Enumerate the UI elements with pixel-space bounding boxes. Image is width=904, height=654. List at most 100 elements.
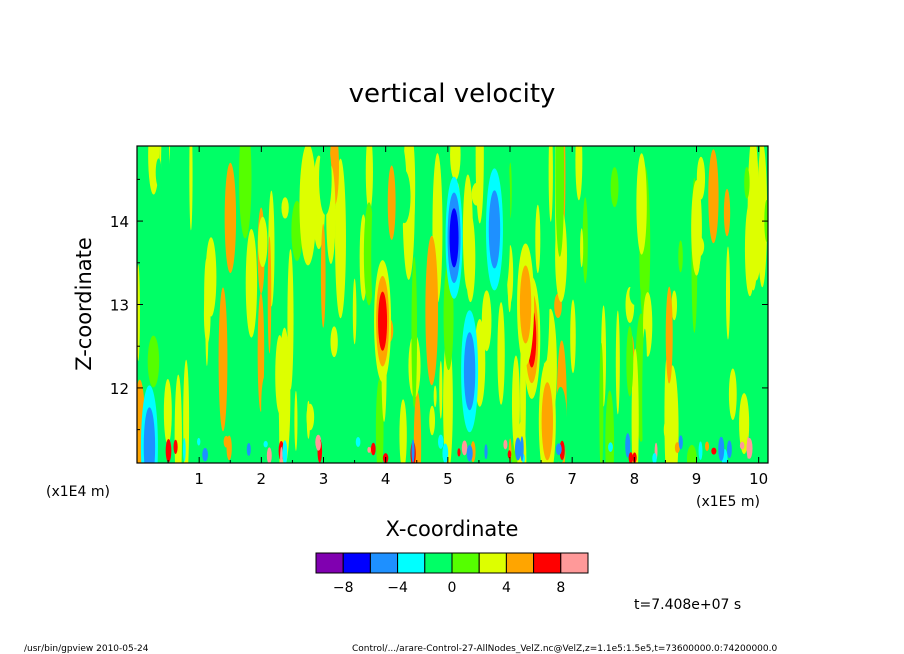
x-tick-label: 1 [194, 470, 204, 488]
field-streak [279, 358, 285, 463]
field-streak [189, 146, 193, 231]
field-streak [267, 236, 272, 354]
field-streak [752, 241, 761, 281]
field-streak [671, 290, 677, 321]
field-streak [759, 146, 765, 236]
field-streak [433, 385, 437, 408]
field-streak [306, 403, 315, 431]
field-streak [529, 148, 534, 204]
field-streak [678, 240, 683, 273]
field-streak [724, 146, 733, 191]
field-streak [629, 282, 641, 306]
colorbar-swatch [560, 552, 589, 574]
field-streak [599, 342, 604, 463]
colorbar: −8 −4 0 4 8 [315, 552, 589, 596]
x-tick-label: 7 [567, 470, 577, 488]
field-streak [320, 223, 326, 328]
field-streak [497, 302, 505, 405]
x-tick-label: 4 [381, 470, 391, 488]
field-streak [319, 146, 332, 215]
field-streak [182, 438, 186, 462]
colorbar-swatch [369, 552, 399, 574]
x-multiplier: (x1E5 m) [696, 494, 760, 510]
field-streak [580, 228, 584, 268]
footer-right: Control/.../arare-Control-27-AllNodes_Ve… [352, 644, 777, 654]
colorbar-swatch [315, 552, 344, 574]
field-streak [165, 438, 172, 463]
field-streak [461, 440, 468, 456]
footer-left: /usr/bin/gpview 2010-05-24 [24, 644, 149, 654]
field-streak [752, 187, 760, 239]
field-feature [449, 208, 459, 268]
field-streak [500, 146, 511, 289]
field-streak [137, 264, 140, 361]
colorbar-swatch [397, 552, 426, 574]
field-streak [330, 326, 338, 358]
field-streak [582, 426, 591, 463]
field-streak [315, 438, 321, 451]
field-streak [555, 146, 565, 257]
field-streak [726, 440, 732, 459]
field-streak [540, 221, 550, 365]
field-streak [652, 452, 657, 463]
x-axis: 1 2 3 4 5 6 7 8 9 10 [167, 146, 768, 488]
field-streak [280, 446, 283, 463]
field-streak [218, 287, 228, 432]
field-streak [245, 228, 258, 338]
field-streak [457, 448, 461, 457]
field-streak [626, 326, 634, 397]
field-streak [148, 146, 160, 195]
colorbar-tick-label: 4 [502, 580, 511, 596]
field-streak [475, 146, 484, 224]
colorbar-tick-label: −8 [333, 580, 354, 596]
x-tick-label: 9 [692, 470, 702, 488]
field-feature [299, 146, 317, 266]
field-streak [387, 165, 396, 240]
field-streak [223, 435, 229, 448]
field-streak [746, 436, 750, 459]
field-streak [723, 188, 731, 237]
colorbar-tick-label: 0 [448, 580, 457, 596]
field-streak [425, 235, 439, 386]
field-streak [147, 335, 160, 388]
y-multiplier: (x1E4 m) [46, 484, 110, 500]
field-feature [378, 291, 388, 351]
field-streak [299, 404, 304, 463]
field-streak [631, 348, 639, 463]
field-streak [548, 146, 553, 222]
field-streak [739, 393, 750, 455]
y-tick-label: 12 [110, 380, 129, 398]
chart-title: vertical velocity [349, 79, 556, 109]
field-streak [439, 360, 443, 419]
x-tick-label: 8 [630, 470, 640, 488]
field-streak [365, 146, 373, 212]
field-streak [195, 357, 201, 463]
colorbar-swatch [342, 552, 371, 574]
field-streak [666, 224, 676, 258]
field-streak [398, 170, 411, 224]
field-streak [155, 158, 162, 187]
field-streak [202, 447, 208, 462]
field-streak [511, 355, 520, 453]
field-streak [183, 359, 190, 463]
y-axis: 12 13 14 [110, 178, 768, 431]
field-streak [257, 292, 265, 412]
field-streak [282, 440, 288, 463]
field-streak [174, 374, 182, 463]
field-streak [725, 246, 731, 340]
plot-area [137, 146, 768, 463]
field-streak [704, 441, 710, 452]
x-tick-label: 3 [319, 470, 329, 488]
field-streak [570, 299, 576, 374]
field-streak [712, 345, 716, 408]
field-streak [714, 328, 727, 399]
field-streak [173, 439, 178, 454]
field-streak [411, 439, 415, 463]
field-streak [753, 313, 762, 463]
field-streak [625, 433, 631, 458]
field-streak [205, 263, 209, 367]
colorbar-swatch [478, 552, 507, 574]
field-streak [520, 436, 524, 462]
field-streak [399, 399, 407, 463]
field-streak [739, 441, 745, 450]
